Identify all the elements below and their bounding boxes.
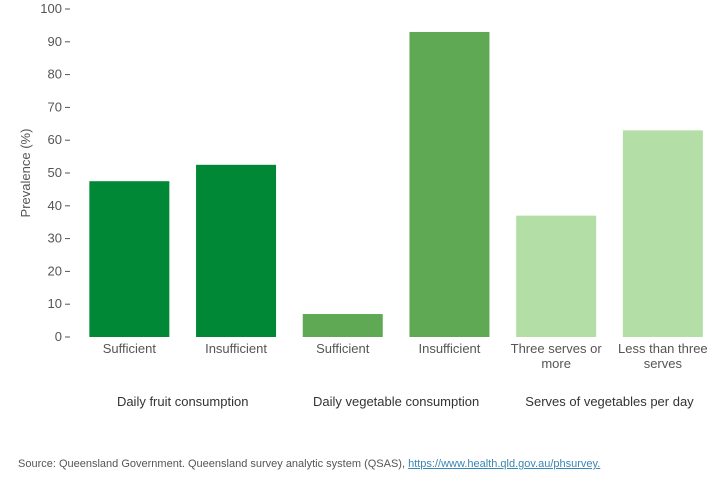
y-tick-label: 20 [48, 263, 62, 278]
x-tick-label: Sufficient [103, 341, 157, 356]
y-tick-label: 80 [48, 67, 62, 82]
x-tick-label: serves [644, 356, 683, 371]
x-tick-label: Insufficient [205, 341, 267, 356]
group-label: Daily fruit consumption [117, 394, 249, 409]
y-tick-label: 0 [55, 329, 62, 344]
x-tick-label: Less than three [618, 341, 708, 356]
bar [516, 215, 597, 337]
source-note: Source: Queensland Government. Queenslan… [18, 458, 600, 470]
y-tick-label: 100 [40, 1, 62, 16]
x-tick-label: more [541, 356, 571, 371]
y-tick-label: 10 [48, 296, 62, 311]
source-text: Source: Queensland Government. Queenslan… [18, 458, 409, 470]
y-tick-label: 30 [48, 231, 62, 246]
group-label: Daily vegetable consumption [313, 394, 479, 409]
bar [409, 31, 490, 338]
y-tick-label: 50 [48, 165, 62, 180]
bar [622, 130, 703, 337]
group-label: Serves of vegetables per day [525, 394, 694, 409]
y-tick-label: 70 [48, 99, 62, 114]
source-link[interactable]: https://www.health.qld.gov.au/phsurvey. [408, 458, 601, 470]
x-tick-label: Sufficient [316, 341, 370, 356]
x-tick-label: Insufficient [418, 341, 480, 356]
y-tick-label: 60 [48, 132, 62, 147]
y-tick-label: 90 [48, 34, 62, 49]
x-tick-label: Three serves or [511, 341, 603, 356]
bar [89, 181, 170, 337]
y-tick-label: 40 [48, 198, 62, 213]
bar [196, 164, 277, 337]
y-axis-title: Prevalence (%) [18, 129, 33, 218]
bar [302, 314, 383, 337]
